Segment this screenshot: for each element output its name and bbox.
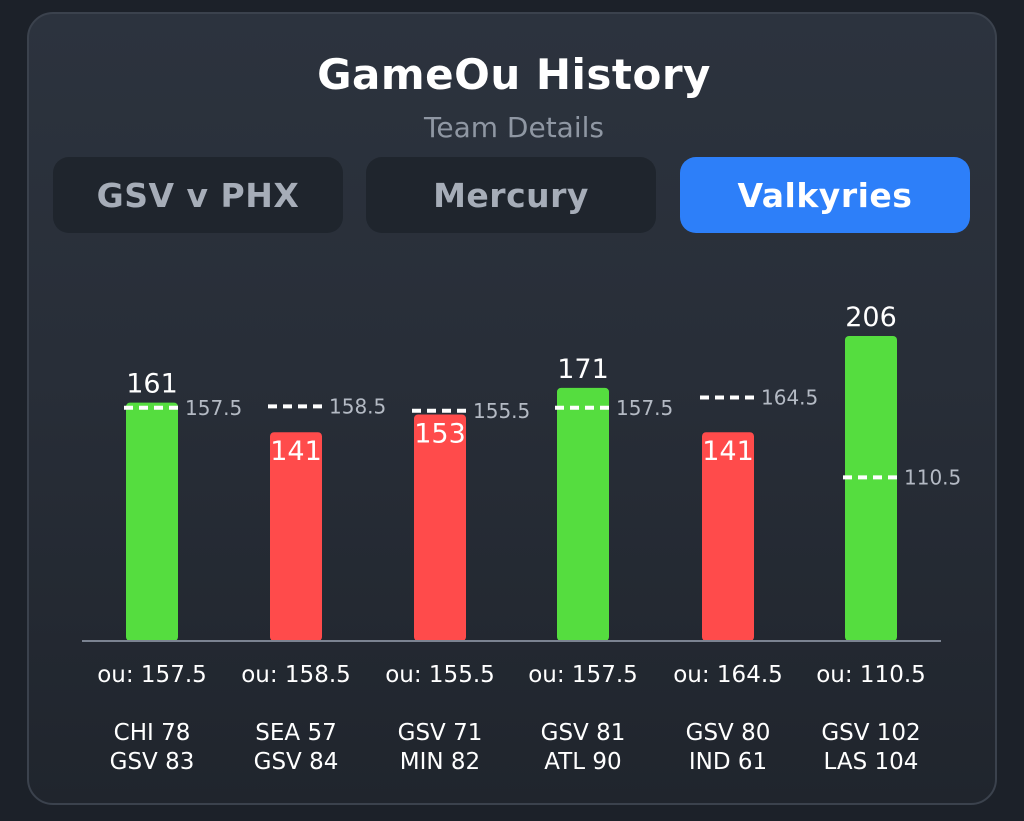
ou-line-label: 157.5 xyxy=(185,396,242,420)
game-team-2: LAS 104 xyxy=(824,749,919,775)
ou-value-label: ou: 157.5 xyxy=(528,662,638,688)
game-team-1: GSV 102 xyxy=(821,720,920,746)
ou-line-label: 164.5 xyxy=(761,385,818,409)
game-team-2: GSV 83 xyxy=(110,749,195,775)
game-team-1: SEA 57 xyxy=(255,720,336,746)
ou-value-label: ou: 157.5 xyxy=(97,662,207,688)
game-team-1: GSV 81 xyxy=(541,720,626,746)
bar-value-label: 171 xyxy=(557,354,609,385)
ou-value-label: ou: 110.5 xyxy=(816,662,926,688)
bar xyxy=(270,432,322,641)
game-team-1: CHI 78 xyxy=(114,720,191,746)
ou-value-label: ou: 158.5 xyxy=(241,662,351,688)
bar xyxy=(414,414,466,641)
ou-line-label: 157.5 xyxy=(616,396,673,420)
bar-value-label: 206 xyxy=(845,302,897,333)
tab-valkyries[interactable]: Valkyries xyxy=(680,157,970,233)
ou-line-label: 110.5 xyxy=(904,465,961,489)
ou-value-label: ou: 155.5 xyxy=(385,662,495,688)
page-subtitle: Team Details xyxy=(424,111,604,144)
bar xyxy=(845,336,897,641)
page-title: GameOu History xyxy=(317,50,711,99)
bar xyxy=(702,432,754,641)
tab-mercury[interactable]: Mercury xyxy=(366,157,656,233)
bar-value-label: 141 xyxy=(702,436,754,467)
ou-line-label: 155.5 xyxy=(473,399,530,423)
game-team-2: ATL 90 xyxy=(544,749,621,775)
bar xyxy=(126,402,178,641)
bar xyxy=(557,387,609,641)
game-team-2: GSV 84 xyxy=(254,749,339,775)
game-team-1: GSV 80 xyxy=(686,720,771,746)
bar-value-label: 161 xyxy=(126,369,178,400)
bar-value-label: 141 xyxy=(270,436,322,467)
game-ou-history-card: GameOu History Team Details xyxy=(27,12,997,805)
game-team-2: IND 61 xyxy=(689,749,767,775)
bar-value-label: 153 xyxy=(414,418,466,449)
game-team-1: GSV 71 xyxy=(398,720,483,746)
ou-value-label: ou: 164.5 xyxy=(673,662,783,688)
ou-line-label: 158.5 xyxy=(329,394,386,418)
game-team-2: MIN 82 xyxy=(400,749,480,775)
tab-matchup[interactable]: GSV v PHX xyxy=(53,157,343,233)
